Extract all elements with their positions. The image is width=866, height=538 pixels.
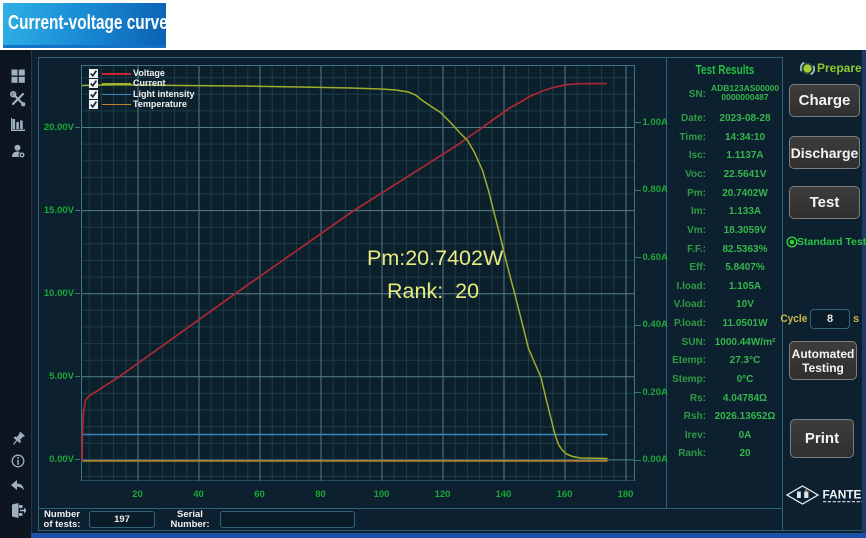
svg-text:FANTE: FANTE	[823, 490, 862, 502]
